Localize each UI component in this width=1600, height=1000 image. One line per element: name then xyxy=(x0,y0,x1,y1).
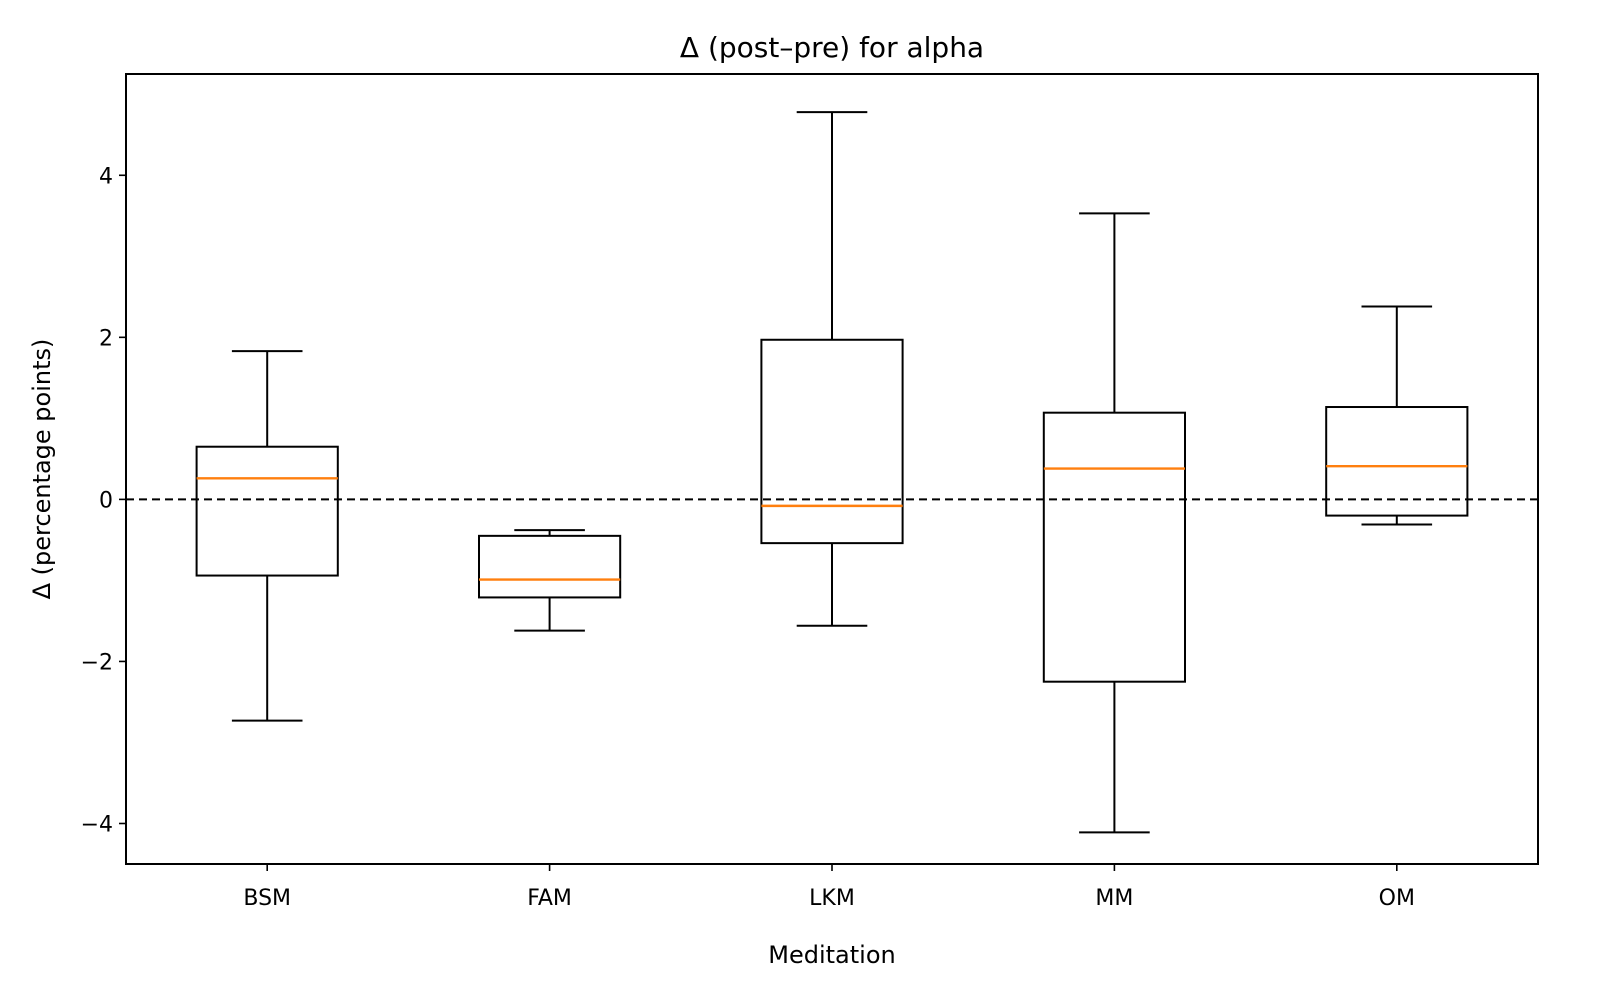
x-tick-label: OM xyxy=(1379,886,1415,911)
box-fam xyxy=(478,529,622,632)
box-mm xyxy=(1042,212,1187,834)
x-axis-label: Meditation xyxy=(768,941,895,969)
iqr-box xyxy=(760,338,904,545)
y-tick-label: −4 xyxy=(81,812,113,837)
chart-title: Δ (post–pre) for alpha xyxy=(680,31,984,64)
y-axis-label: Δ (percentage points) xyxy=(28,339,56,600)
x-tick-label: BSM xyxy=(243,886,291,911)
x-tick-label: LKM xyxy=(809,886,855,911)
iqr-box xyxy=(1042,411,1187,683)
y-tick-label: −2 xyxy=(81,650,113,675)
plot-area xyxy=(126,111,1538,834)
y-tick-label: 2 xyxy=(99,326,113,351)
box-om xyxy=(1325,305,1469,526)
y-tick-label: 0 xyxy=(99,488,113,513)
x-tick-label: MM xyxy=(1095,886,1133,911)
box-lkm xyxy=(760,111,904,627)
iqr-box xyxy=(1325,406,1469,517)
iqr-box xyxy=(195,445,339,577)
plot-frame xyxy=(125,73,1539,865)
box-bsm xyxy=(195,350,339,722)
iqr-box xyxy=(478,534,622,599)
y-tick-label: 4 xyxy=(99,164,113,189)
x-tick-label: FAM xyxy=(527,886,572,911)
